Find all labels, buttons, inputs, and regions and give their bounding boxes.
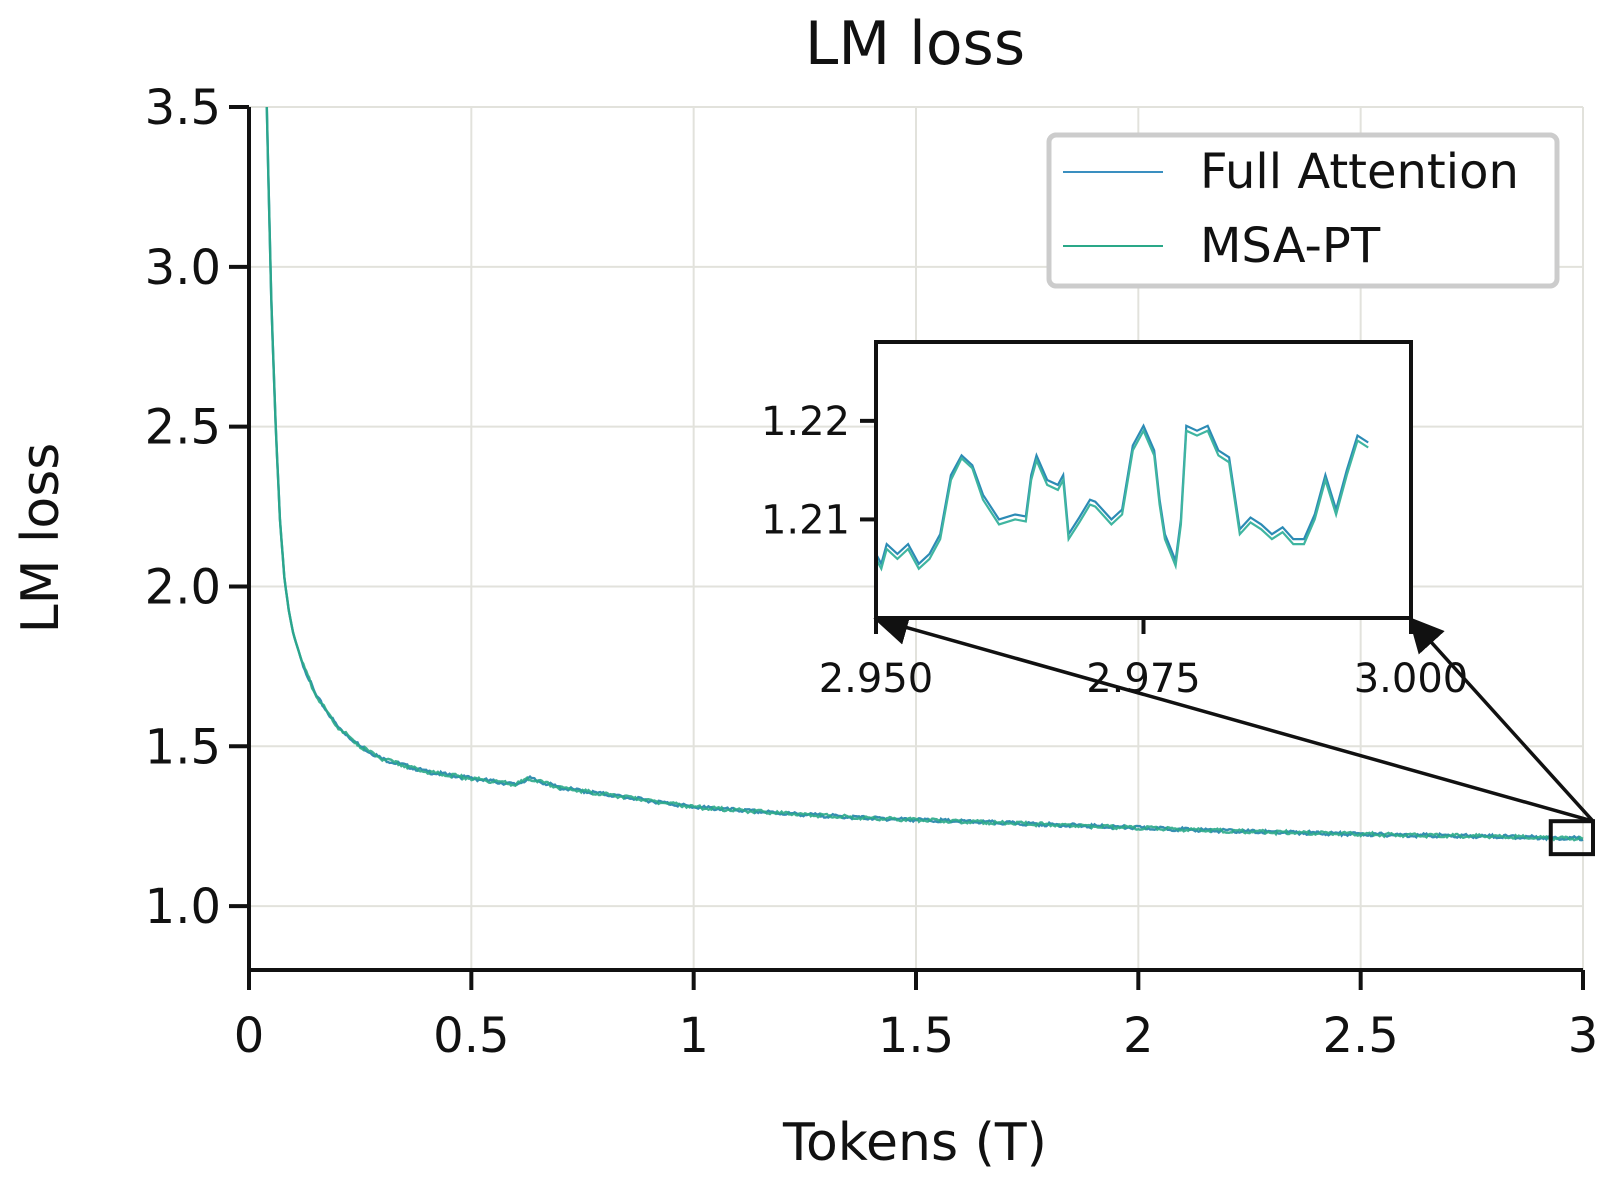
y-axis-ticks: 1.0 1.5 2.0 2.5 3.0 3.5 — [145, 80, 249, 935]
y-tick-label: 2.5 — [145, 400, 221, 456]
y-tick-label: 3.5 — [145, 80, 221, 136]
y-tick-label: 1.0 — [145, 879, 221, 935]
inset-background — [876, 342, 1411, 618]
inset-plot: 2.950 2.975 3.000 1.21 1.22 — [761, 340, 1469, 702]
y-tick-label: 3.0 — [145, 240, 221, 296]
inset-x-ticks: 2.950 2.975 3.000 — [819, 618, 1469, 702]
zoom-connector-arrows — [873, 610, 1595, 823]
inset-series-lines — [875, 423, 1369, 572]
x-axis-label: Tokens (T) — [782, 1113, 1047, 1173]
x-tick-label: 0.5 — [433, 1008, 509, 1064]
inset-y-tick-label: 1.21 — [761, 497, 850, 543]
chart-title: LM loss — [805, 9, 1025, 79]
x-tick-label: 1 — [678, 1008, 709, 1064]
inset-series-line-full-attention — [875, 423, 1369, 567]
x-axis-ticks: 0 0.5 1 1.5 2 2.5 3 — [234, 970, 1599, 1064]
inset-y-tick-label: 1.22 — [761, 399, 850, 445]
inset-x-tick-label: 3.000 — [1354, 656, 1469, 702]
y-tick-label: 2.0 — [145, 559, 221, 615]
series-line-msa-pt — [265, 106, 1584, 842]
inset-x-tick-label: 2.950 — [819, 656, 934, 702]
legend-box — [1046, 132, 1560, 289]
zoom-region-box — [1548, 819, 1596, 857]
legend-label-msa-pt: MSA-PT — [1200, 218, 1381, 274]
x-tick-label: 2.5 — [1322, 1008, 1398, 1064]
legend-label-full-attention: Full Attention — [1200, 144, 1519, 200]
legend: Full Attention MSA-PT — [1046, 132, 1560, 289]
zoom-connector-right — [1408, 616, 1595, 823]
inset-series-line-msa-pt — [875, 428, 1369, 572]
inset-y-ticks: 1.21 1.22 — [761, 399, 876, 543]
y-axis-label: LM loss — [11, 443, 71, 634]
y-tick-label: 1.5 — [145, 719, 221, 775]
x-tick-label: 1.5 — [878, 1008, 954, 1064]
main-series-lines — [265, 106, 1584, 842]
x-tick-label: 2 — [1123, 1008, 1154, 1064]
x-tick-label: 0 — [234, 1008, 265, 1064]
zoom-connector-left — [873, 610, 1594, 823]
inset-x-tick-label: 2.975 — [1086, 656, 1201, 702]
x-tick-label: 3 — [1568, 1008, 1599, 1064]
series-line-full-attention — [265, 106, 1584, 842]
